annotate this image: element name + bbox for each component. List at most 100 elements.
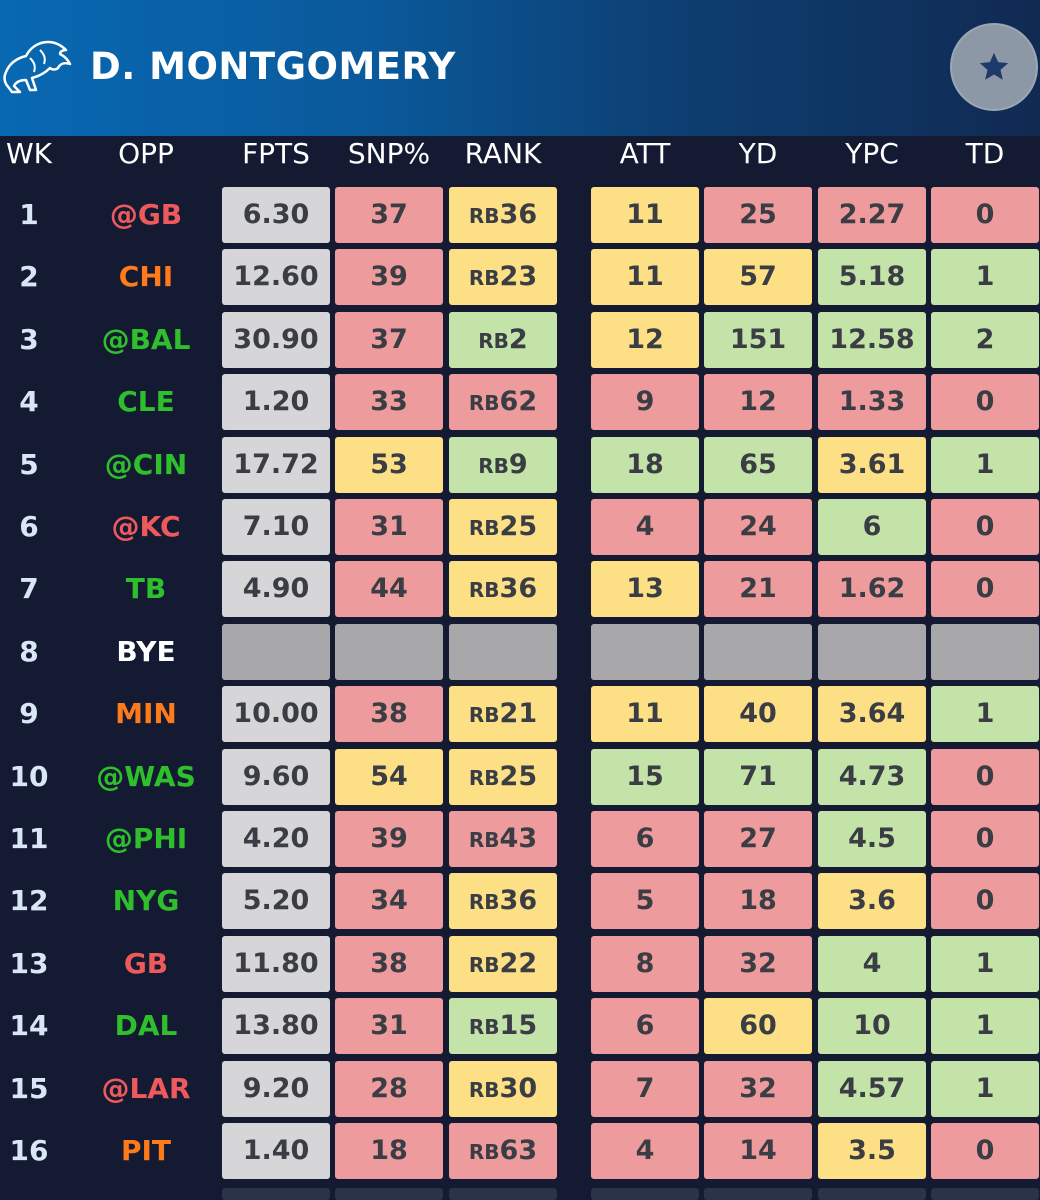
td-cell: 0 bbox=[931, 873, 1039, 930]
fpts-cell: 1.20 bbox=[222, 374, 330, 431]
rank-number: 63 bbox=[499, 1135, 538, 1166]
fpts-cell: 9.20 bbox=[222, 1060, 330, 1117]
player-header: D. MONTGOMERY bbox=[0, 0, 1040, 136]
week-cell: 4 bbox=[19, 385, 39, 419]
opponent-cell[interactable]: @KC bbox=[111, 510, 181, 543]
rank-cell: RB15 bbox=[449, 998, 557, 1055]
att-cell: 11 bbox=[591, 686, 699, 743]
td-cell: 1 bbox=[931, 686, 1039, 743]
opponent-cell[interactable]: NYG bbox=[112, 884, 180, 918]
fpts-cell: 4.20 bbox=[222, 811, 330, 867]
column-header-snp[interactable]: SNP% bbox=[347, 137, 431, 170]
td-cell: 0 bbox=[931, 1123, 1039, 1179]
opponent-cell[interactable]: GB bbox=[123, 946, 169, 980]
rank-cell: RB36 bbox=[449, 561, 557, 618]
fpts-cell: 5.20 bbox=[222, 873, 330, 930]
favorite-button[interactable] bbox=[950, 23, 1038, 111]
opponent-cell[interactable]: @CIN bbox=[104, 447, 188, 481]
column-header-att[interactable]: ATT bbox=[619, 137, 671, 170]
snp-cell: 33 bbox=[335, 374, 443, 431]
yd-cell: 21 bbox=[704, 561, 812, 618]
fpts-cell: 9.60 bbox=[222, 748, 330, 805]
yd-cell: 65 bbox=[704, 436, 812, 493]
opponent-cell[interactable]: PIT bbox=[120, 1134, 172, 1167]
table-row: 12 NYG 5.20 34 RB36 5 18 3.6 0 bbox=[0, 873, 1040, 930]
column-header-rank[interactable]: RANK bbox=[464, 137, 542, 170]
opponent-cell[interactable]: @WAS bbox=[96, 759, 196, 793]
ypc-cell: 6 bbox=[818, 499, 926, 555]
rank-number: 36 bbox=[499, 199, 538, 230]
week-cell: 14 bbox=[9, 1009, 49, 1043]
att-cell: 7 bbox=[591, 1060, 699, 1117]
column-header-wk[interactable]: WK bbox=[5, 137, 53, 170]
partial-cell-rank bbox=[449, 1188, 557, 1200]
rank-position-prefix: RB bbox=[468, 890, 500, 915]
opponent-cell[interactable]: TB bbox=[125, 572, 167, 606]
week-cell: 12 bbox=[9, 884, 49, 918]
rank-number: 21 bbox=[499, 698, 538, 730]
td-cell: 1 bbox=[931, 998, 1039, 1055]
rank-position-prefix: RB bbox=[468, 1077, 500, 1102]
rank-number: 43 bbox=[499, 823, 538, 854]
ypc-cell: 12.58 bbox=[818, 311, 926, 368]
rank-number: 15 bbox=[499, 1010, 538, 1042]
opponent-cell[interactable]: BYE bbox=[116, 634, 176, 668]
yd-cell: 24 bbox=[704, 499, 812, 555]
rank-number: 62 bbox=[499, 386, 538, 418]
week-cell: 15 bbox=[9, 1071, 49, 1105]
td-cell: 0 bbox=[931, 748, 1039, 805]
att-cell: 12 bbox=[591, 311, 699, 368]
week-cell: 8 bbox=[19, 634, 39, 668]
rank-cell: RB36 bbox=[449, 187, 557, 243]
rank-cell: RB25 bbox=[449, 499, 557, 555]
column-header-opp[interactable]: OPP bbox=[118, 137, 174, 170]
opponent-cell[interactable]: @PHI bbox=[104, 822, 188, 855]
snp-cell: 53 bbox=[335, 436, 443, 493]
snp-cell: 38 bbox=[335, 935, 443, 992]
week-cell: 6 bbox=[19, 510, 39, 543]
opponent-cell[interactable]: @GB bbox=[109, 198, 183, 231]
rank-cell: RB9 bbox=[449, 436, 557, 493]
snp-cell: 37 bbox=[335, 311, 443, 368]
snp-cell: 37 bbox=[335, 187, 443, 243]
ypc-cell: 3.6 bbox=[818, 873, 926, 930]
rank-cell: RB21 bbox=[449, 686, 557, 743]
rank-cell: RB25 bbox=[449, 748, 557, 805]
snp-cell: 39 bbox=[335, 811, 443, 867]
week-cell: 16 bbox=[9, 1134, 49, 1167]
column-header-fpts[interactable]: FPTS bbox=[242, 137, 310, 170]
opponent-cell[interactable]: MIN bbox=[115, 697, 177, 731]
att-cell: 13 bbox=[591, 561, 699, 618]
opponent-cell[interactable]: DAL bbox=[114, 1009, 178, 1043]
column-header-td[interactable]: TD bbox=[965, 137, 1005, 170]
opponent-cell[interactable]: CHI bbox=[118, 260, 174, 294]
table-row: 3 @BAL 30.90 37 RB2 12 151 12.58 2 bbox=[0, 311, 1040, 368]
ypc-cell: 3.64 bbox=[818, 686, 926, 743]
td-cell: 1 bbox=[931, 249, 1039, 306]
yd-cell: 57 bbox=[704, 249, 812, 306]
rank-number: 2 bbox=[508, 323, 528, 355]
ypc-cell bbox=[818, 623, 926, 680]
column-headers: WK OPP FPTS SNP% RANK ATT YD YPC TD bbox=[0, 136, 1040, 176]
att-cell: 8 bbox=[591, 935, 699, 992]
week-cell: 9 bbox=[19, 697, 39, 731]
opponent-cell[interactable]: @BAL bbox=[101, 322, 191, 356]
rank-cell: RB2 bbox=[449, 311, 557, 368]
opponent-cell[interactable]: CLE bbox=[117, 385, 175, 419]
att-cell: 15 bbox=[591, 748, 699, 805]
att-cell: 9 bbox=[591, 374, 699, 431]
fpts-cell: 17.72 bbox=[222, 436, 330, 493]
rank-cell: RB23 bbox=[449, 249, 557, 306]
fpts-cell: 11.80 bbox=[222, 935, 330, 992]
fpts-cell: 1.40 bbox=[222, 1123, 330, 1179]
rank-cell: RB36 bbox=[449, 873, 557, 930]
partial-cell-fpts bbox=[222, 1188, 330, 1200]
yd-cell: 27 bbox=[704, 811, 812, 867]
fpts-cell: 4.90 bbox=[222, 561, 330, 618]
rank-number: 25 bbox=[499, 511, 538, 542]
opponent-cell[interactable]: @LAR bbox=[101, 1071, 191, 1105]
column-header-ypc[interactable]: YPC bbox=[845, 137, 899, 170]
ypc-cell: 1.33 bbox=[818, 374, 926, 431]
column-header-yd[interactable]: YD bbox=[738, 137, 778, 170]
yd-cell: 12 bbox=[704, 374, 812, 431]
